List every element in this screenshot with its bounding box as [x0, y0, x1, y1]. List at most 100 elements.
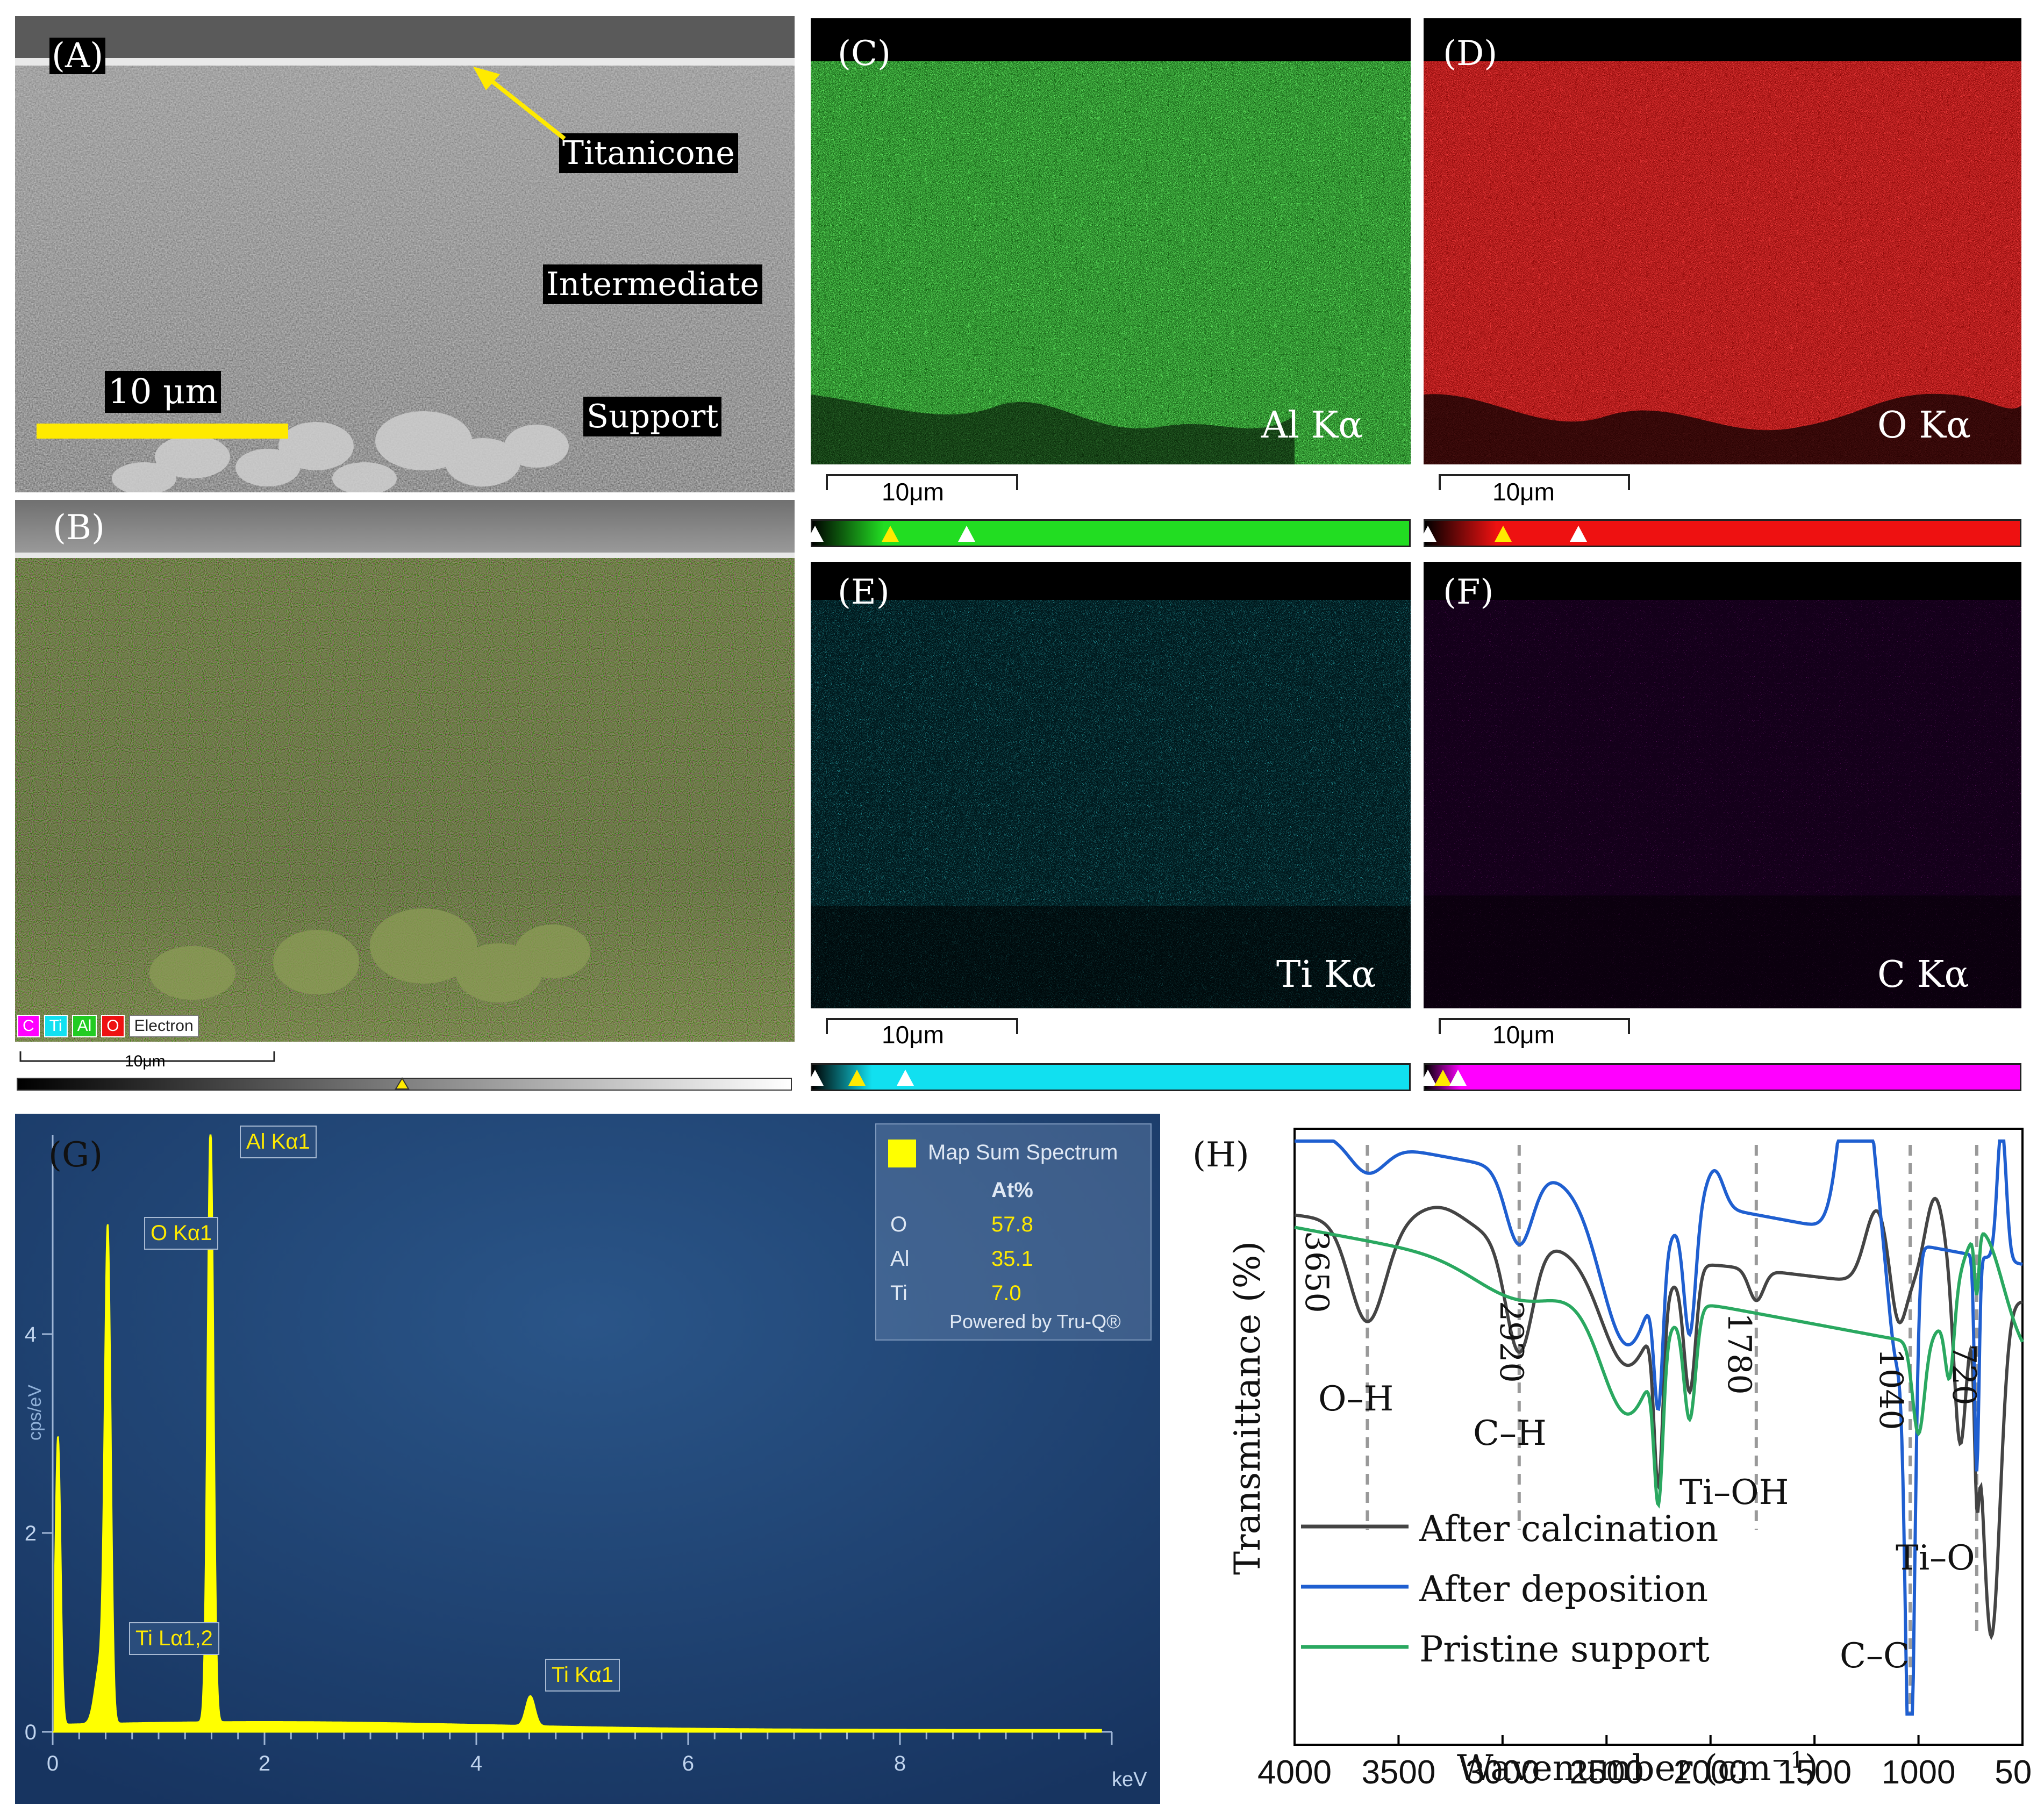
colorbar-marker-icon [958, 526, 975, 542]
table-value: 7.0 [991, 1281, 1021, 1305]
annotation-wavenumber: 720 [1945, 1344, 1983, 1406]
legend-entry-after-deposition: After deposition [1419, 1568, 1709, 1610]
ftir-xlabel-sup: −1 [1771, 1747, 1805, 1773]
ef-scalebars [826, 1018, 1630, 1034]
spectrum-x-tick-label: 0 [47, 1752, 59, 1775]
c-map-image [1424, 562, 2021, 1008]
panel-a-scalebar [37, 424, 288, 439]
ftir-xlabel-end: ) [1804, 1747, 1819, 1789]
annotation-bond: Ti–OH [1679, 1473, 1789, 1513]
spectrum-x-tick-label: 2 [259, 1752, 270, 1775]
table-value: 35.1 [991, 1247, 1033, 1271]
series-line-after-deposition [1295, 1139, 2023, 1716]
panel-a-scalebar-label: 10 μm [105, 371, 221, 413]
legend-swatch [888, 1140, 916, 1167]
colorbar-marker-icon [1570, 526, 1587, 542]
panel-e-scalebar-label: 10μm [882, 1021, 944, 1049]
peak-label-o: O Kα1 [144, 1217, 219, 1250]
annotation-bond: C–H [1473, 1414, 1547, 1453]
panel-b-eds-overlay [15, 500, 795, 1042]
peak-label-ti-l: Ti Lα1,2 [129, 1622, 219, 1655]
panel-b-scalebar-area [17, 1051, 792, 1091]
table-header: At% [991, 1178, 1033, 1202]
legend-entry-pristine-support: Pristine support [1419, 1629, 1710, 1670]
o-map-image [1424, 18, 2021, 464]
panel-d-label: (D) [1443, 34, 1498, 74]
panel-a-label: (A) [49, 38, 106, 74]
legend-entry-after-calcination: After calcination [1419, 1508, 1719, 1550]
annotation-wavenumber: 2920 [1492, 1301, 1530, 1383]
spectrum-y-tick-label: 2 [25, 1522, 37, 1545]
annotation-intermediate: Intermediate [543, 264, 763, 304]
powered-by: Powered by Tru-Q® [949, 1310, 1121, 1332]
legend-ti: Ti [44, 1015, 68, 1037]
table-row: Ti [890, 1281, 907, 1306]
annotation-bond: Ti–O [1896, 1538, 1975, 1578]
titanicone-arrow [473, 67, 566, 141]
panel-f-label: (F) [1443, 572, 1494, 612]
annotation-titanicone: Titanicone [559, 133, 738, 173]
legend-al: Al [72, 1015, 97, 1037]
spectrum-trace [53, 1134, 1102, 1733]
ftir-x-tick-label: 3000 [1466, 1754, 1540, 1791]
series-line-after-calcination [1294, 1196, 2023, 1640]
al-map-image [811, 18, 1411, 464]
panel-g-label: (G) [48, 1135, 103, 1175]
ftir-x-tick-label: 2500 [1569, 1754, 1643, 1791]
table-row: Al [890, 1247, 910, 1271]
overlay-legend: C Ti Al O Electron [17, 1015, 199, 1037]
panel-e-ti-map [811, 562, 1411, 1008]
colorbar-marker-icon [806, 1070, 824, 1086]
panel-f-colorbar [1424, 1063, 2021, 1091]
panel-c-element: Al Kα [1261, 404, 1363, 447]
eds-overlay-image [15, 500, 795, 1042]
ftir-x-tick-label: 3500 [1361, 1754, 1435, 1791]
ftir-x-tick-label: 2000 [1674, 1754, 1748, 1791]
panel-d-o-map [1424, 18, 2021, 464]
ftir-x-tick-label: 1500 [1777, 1754, 1852, 1791]
panel-c-colorbar [811, 519, 1411, 547]
legend-electron: Electron [128, 1015, 199, 1037]
ftir-xlabel: Wavenumber (cm−1) [1457, 1747, 1818, 1789]
colorbar-marker-icon [806, 526, 824, 542]
annotation-support: Support [583, 397, 722, 436]
table-value: 57.8 [991, 1213, 1033, 1236]
colorbar-marker-icon [897, 1070, 914, 1086]
spectrum-x-tick-label: 8 [894, 1752, 906, 1775]
ftir-chart: 4000 3500 3000 2500 2000 1500 1000 500 [1257, 1128, 2032, 1791]
panel-c-al-map [811, 18, 1411, 464]
ftir-ylabel: Transmittance (%) [1227, 1241, 1268, 1575]
colorbar-marker-icon [1419, 526, 1436, 542]
colorbar-marker-icon [848, 1070, 866, 1086]
table-cell-element: Al [890, 1247, 910, 1271]
spectrum-xunit: keV [1112, 1768, 1147, 1791]
colorbar-marker-icon [1495, 526, 1512, 542]
legend-c: C [17, 1015, 40, 1037]
panel-h-label: (H) [1192, 1135, 1249, 1175]
peak-label-ti-k: Ti Kα1 [545, 1659, 620, 1692]
annotation-wavenumber: 1040 [1872, 1348, 1910, 1430]
annotation-wavenumber: 3650 [1298, 1231, 1335, 1313]
panel-d-scalebar-label: 10μm [1492, 478, 1555, 506]
ftir-x-tick-label: 4000 [1257, 1754, 1332, 1791]
panel-d-element: O Kα [1877, 404, 1971, 447]
annotation-wavenumber: 1780 [1720, 1313, 1758, 1395]
panel-b-label: (B) [53, 508, 105, 548]
table-row: O [890, 1213, 907, 1237]
legend-o: O [101, 1015, 125, 1037]
panel-c-scalebar-label: 10μm [882, 478, 944, 506]
series-line-pristine-support [1294, 1226, 2024, 1509]
spectrum-x-tick-label: 4 [470, 1752, 482, 1775]
panel-f-c-map [1424, 562, 2021, 1008]
annotation-bond: O–H [1318, 1379, 1394, 1419]
table-cell-element: Ti [890, 1281, 907, 1305]
spectrum-legend-box: Map Sum Spectrum At% O 57.8 Al 35.1 Ti 7… [875, 1123, 1152, 1341]
colorbar-marker-icon [882, 526, 899, 542]
colorbar-marker-icon [1434, 1070, 1452, 1086]
spectrum-x-tick-label: 6 [682, 1752, 694, 1775]
ftir-plot-frame [1293, 1128, 2024, 1746]
cd-scalebars [826, 474, 1630, 490]
panel-b-scalebar-label: 10μm [125, 1052, 166, 1070]
panel-f-element: C Kα [1877, 954, 1969, 996]
spectrum-ylabel: cps/eV [25, 1385, 45, 1441]
